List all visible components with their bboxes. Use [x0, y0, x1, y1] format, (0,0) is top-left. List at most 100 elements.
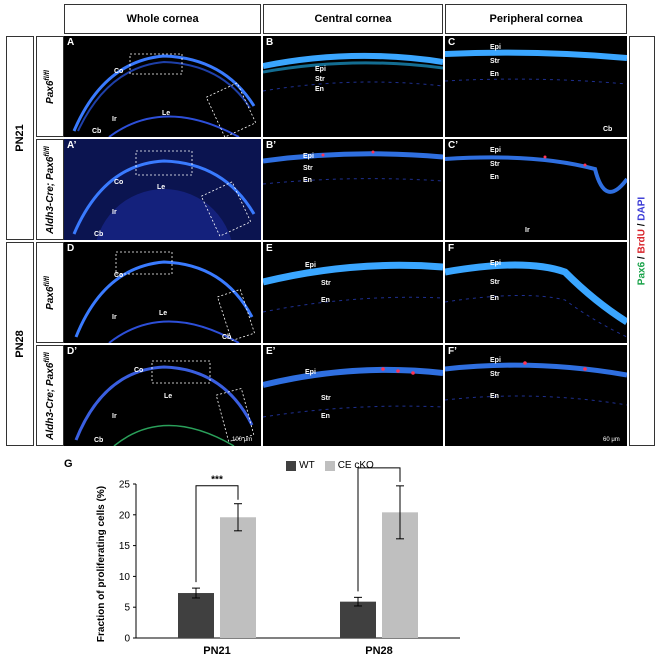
x-category-label: PN21 [203, 645, 231, 657]
genotype-cko-2: Aldh3-Cre; Pax6fl/fl [43, 351, 57, 440]
significance-bracket [357, 467, 401, 592]
panel-peripheral-pn21-ctrl: C Epi Str En Cb [445, 36, 627, 137]
endothelium-label: En [490, 393, 499, 400]
epithelium-label: Epi [490, 357, 501, 364]
epithelium-label: Epi [490, 44, 501, 51]
y-tick-label: 25 [119, 480, 131, 491]
cornea-label: Co [134, 367, 144, 374]
epithelium-label: Epi [490, 260, 501, 267]
endothelium-label: En [490, 174, 499, 181]
panel-whole-pn21-ctrl: A Co Le Ir Cb [64, 36, 261, 137]
x-category-label: PN28 [365, 645, 393, 657]
lens-label: Le [162, 110, 171, 117]
bar-wt [340, 601, 376, 638]
genotype-ctrl-2: Pax6fl/fl [43, 275, 57, 310]
whole-cornea-image [64, 139, 261, 240]
central-cornea-image [263, 150, 443, 185]
panel-letter: D’ [67, 346, 77, 357]
ciliary-body-label: Cb [92, 128, 102, 135]
endothelium-label: En [303, 177, 312, 184]
significance-marker: *** [373, 464, 385, 468]
row-group-pn28: PN28 [6, 242, 34, 446]
stroma-label: Str [490, 161, 500, 168]
genotype-row-3: Pax6fl/fl [36, 242, 64, 343]
panel-whole-pn21-cko: A’ Co Le Ir Cb [64, 139, 261, 240]
ciliary-body-label: Cb [94, 437, 104, 444]
peripheral-cornea-image [445, 261, 627, 338]
whole-cornea-image [74, 360, 255, 446]
panel-central-pn21-cko: B’ Epi Str En [263, 139, 443, 240]
panel-letter: E’ [266, 346, 276, 357]
epithelium-label: Epi [315, 66, 326, 73]
y-tick-label: 20 [119, 510, 131, 521]
bar-chart: Fraction of proliferating cells (%) 0 5 10… [96, 464, 460, 657]
genotype-row-4: Aldh3-Cre; Pax6fl/fl [36, 345, 64, 446]
epithelium-label: Epi [490, 147, 501, 154]
endothelium-label: En [490, 295, 499, 302]
panel-letter-g: G [64, 458, 73, 470]
cornea-label: Co [114, 68, 124, 75]
endothelium-label: En [321, 413, 330, 420]
stroma-label: Str [315, 76, 325, 83]
significance-bracket [195, 485, 239, 583]
panel-letter: F’ [448, 346, 457, 357]
legend-swatch-cko [324, 460, 335, 471]
y-tick-label: 0 [124, 634, 130, 645]
panel-letter: E [266, 243, 273, 254]
stroma-label: Str [321, 280, 331, 287]
panel-whole-pn28-cko: D’ Co Le Ir Cb 100 μm [64, 345, 261, 446]
ciliary-body-label: Cb [603, 126, 613, 133]
panel-letter: C’ [448, 140, 458, 151]
iris-label: Ir [525, 227, 530, 234]
iris-label: Ir [112, 209, 117, 216]
panel-letter: F [448, 243, 455, 254]
scale-bar-label: 60 μm [603, 437, 620, 443]
peripheral-cornea-image [445, 155, 627, 194]
genotype-ctrl-1: Pax6fl/fl [43, 69, 57, 104]
bar-ce-cko [220, 517, 256, 638]
panel-peripheral-pn28-cko: F’ Epi Str En 60 μm [445, 345, 627, 446]
row-group-pn21: PN21 [6, 36, 34, 240]
epithelium-label: Epi [305, 262, 316, 269]
panel-letter: A [67, 37, 75, 48]
endothelium-label: En [315, 86, 324, 93]
y-tick-label: 15 [119, 541, 131, 552]
stain-legend-box: Pax6 / BrdU / DAPI [629, 36, 655, 446]
bar-wt [178, 593, 214, 638]
panel-letter: B [266, 37, 274, 48]
ciliary-body-label: Cb [94, 231, 104, 238]
lens-label: Le [164, 393, 173, 400]
y-tick-label: 10 [119, 572, 131, 583]
panel-letter: A’ [67, 140, 77, 151]
stroma-label: Str [321, 395, 331, 402]
endothelium-label: En [321, 297, 330, 304]
central-cornea-image [263, 261, 443, 313]
scale-bar-label: 100 μm [232, 437, 253, 443]
stain-legend: Pax6 / BrdU / DAPI [636, 196, 648, 286]
pn21-label: PN21 [14, 124, 26, 152]
legend-label-cko: CE cKO [337, 460, 374, 471]
lens-label: Le [157, 184, 166, 191]
genotype-row-2: Aldh3-Cre; Pax6fl/fl [36, 139, 64, 240]
panel-letter: B’ [266, 140, 276, 151]
lens-label: Le [159, 310, 168, 317]
central-cornea-image [263, 366, 443, 418]
chart-legend: WT CE cKO [0, 460, 660, 471]
stroma-label: Str [490, 371, 500, 378]
significance-marker: *** [211, 475, 223, 486]
panel-peripheral-pn28-ctrl: F Epi Str En [445, 242, 627, 343]
header-peripheral-cornea: Peripheral cornea [445, 4, 627, 34]
peripheral-cornea-image [445, 361, 627, 406]
pn28-label: PN28 [14, 330, 26, 358]
panel-central-pn28-cko: E’ Epi Str En [263, 345, 443, 446]
panel-peripheral-pn21-cko: C’ Epi Str En Ir [445, 139, 627, 240]
panel-letter: D [67, 243, 75, 254]
stroma-label: Str [490, 279, 500, 286]
whole-cornea-image [72, 53, 257, 137]
cornea-label: Co [114, 179, 124, 186]
iris-label: Ir [112, 314, 117, 321]
stroma-label: Str [303, 165, 313, 172]
ciliary-body-label: Cb [222, 334, 232, 341]
iris-label: Ir [112, 116, 117, 123]
central-cornea-image [263, 52, 443, 92]
